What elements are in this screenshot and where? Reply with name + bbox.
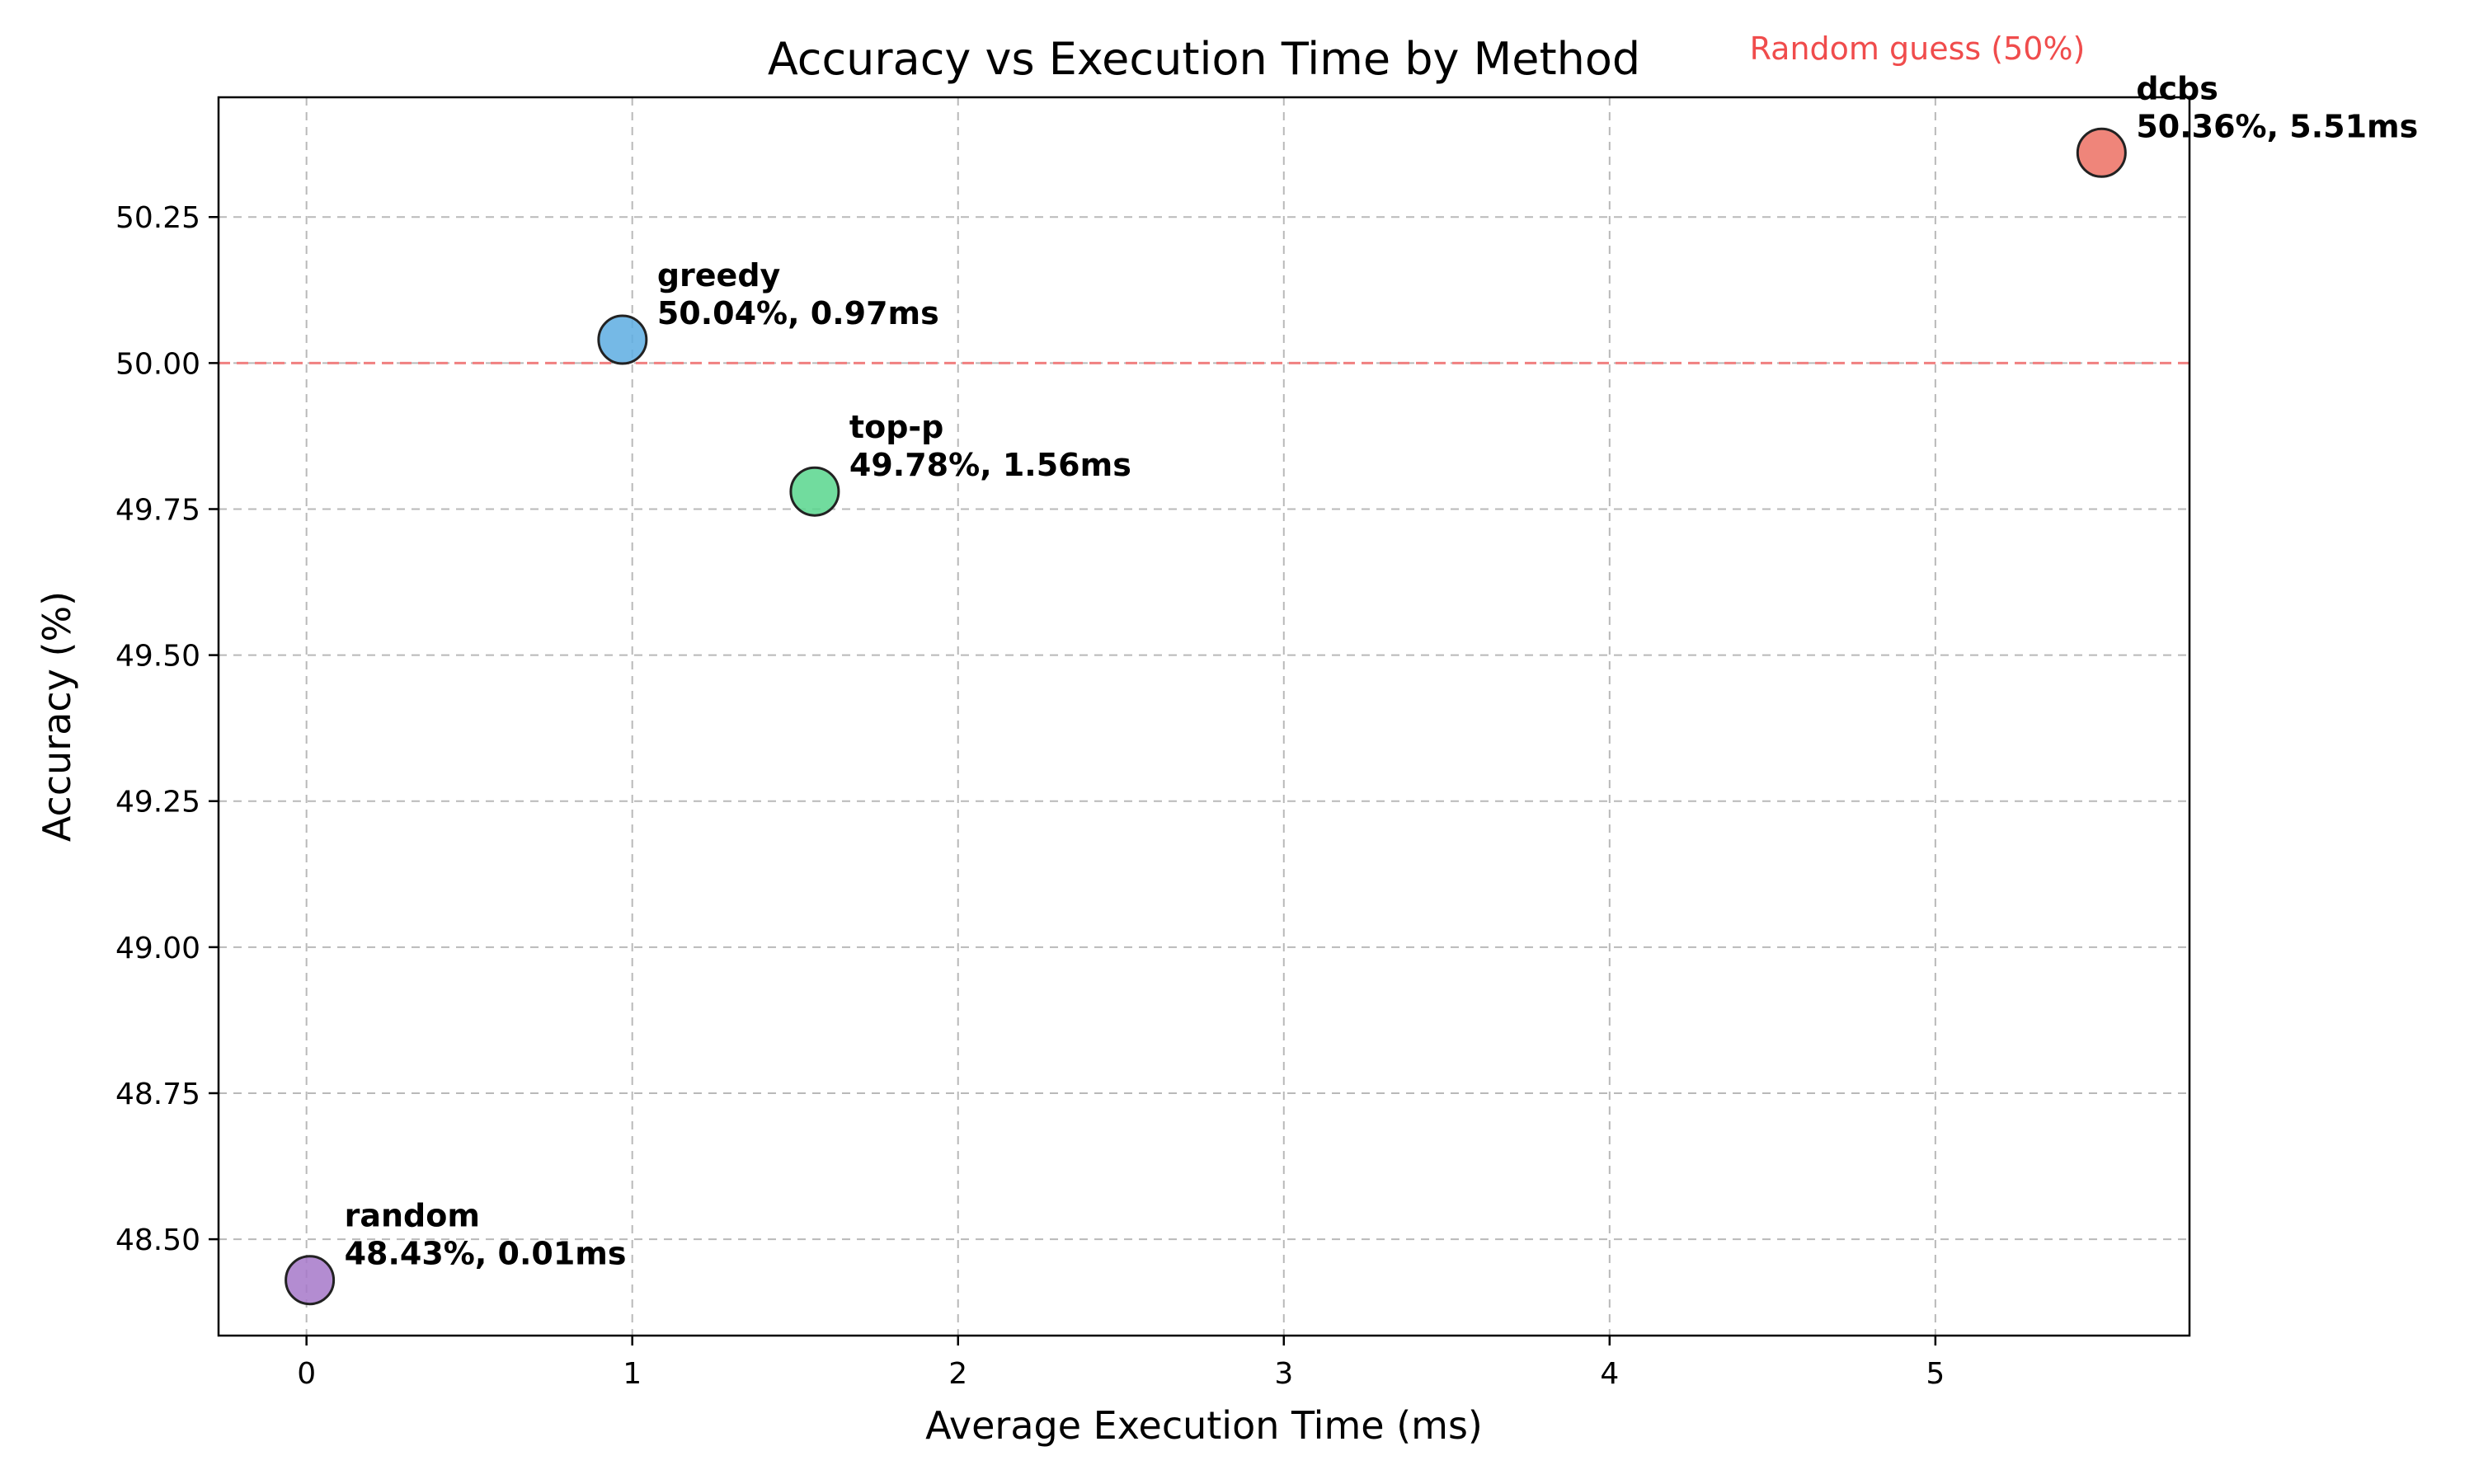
y-axis-label: Accuracy (%) — [35, 591, 79, 842]
x-tick-label: 5 — [1926, 1357, 1945, 1391]
y-tick-label: 49.75 — [115, 493, 200, 527]
x-axis-label: Average Execution Time (ms) — [925, 1403, 1483, 1448]
point-label-value: 50.36%, 5.51ms — [2136, 108, 2418, 144]
grid — [219, 97, 2189, 1336]
point-label-value: 49.78%, 1.56ms — [849, 447, 1131, 483]
y-tick-label: 48.75 — [115, 1078, 200, 1111]
axis-ticks: 0 1 2 3 4 5 48.50 48.75 49.00 49.25 49.50 49.75 50.0… — [115, 201, 1945, 1391]
x-tick-label: 0 — [297, 1357, 316, 1391]
data-point-top-p — [789, 466, 840, 517]
y-tick-label: 49.25 — [115, 786, 200, 819]
point-label-value: 48.43%, 0.01ms — [345, 1236, 627, 1272]
y-tick-label: 48.50 — [115, 1223, 200, 1257]
point-label-name: random — [345, 1198, 480, 1234]
y-tick-label: 49.50 — [115, 640, 200, 674]
point-label-name: dcbs — [2136, 70, 2218, 106]
x-tick-label: 1 — [623, 1357, 642, 1391]
x-tick-label: 4 — [1600, 1357, 1619, 1391]
point-label-name: top-p — [849, 409, 943, 445]
data-points — [285, 127, 2127, 1306]
data-point-dcbs — [2076, 127, 2127, 178]
x-tick-label: 2 — [948, 1357, 967, 1391]
y-tick-label: 49.00 — [115, 932, 200, 965]
plot-frame — [217, 96, 2191, 1337]
chart-title: Accuracy vs Execution Time by Method — [768, 33, 1640, 85]
x-tick-label: 3 — [1274, 1357, 1293, 1391]
y-tick-label: 50.25 — [115, 201, 200, 235]
point-label-value: 50.04%, 0.97ms — [657, 295, 939, 331]
y-tick-label: 50.00 — [115, 347, 200, 381]
reference-line-label: Random guess (50%) — [1750, 31, 2086, 67]
data-point-greedy — [597, 314, 648, 365]
data-point-random — [285, 1255, 336, 1306]
point-label-name: greedy — [657, 257, 781, 294]
